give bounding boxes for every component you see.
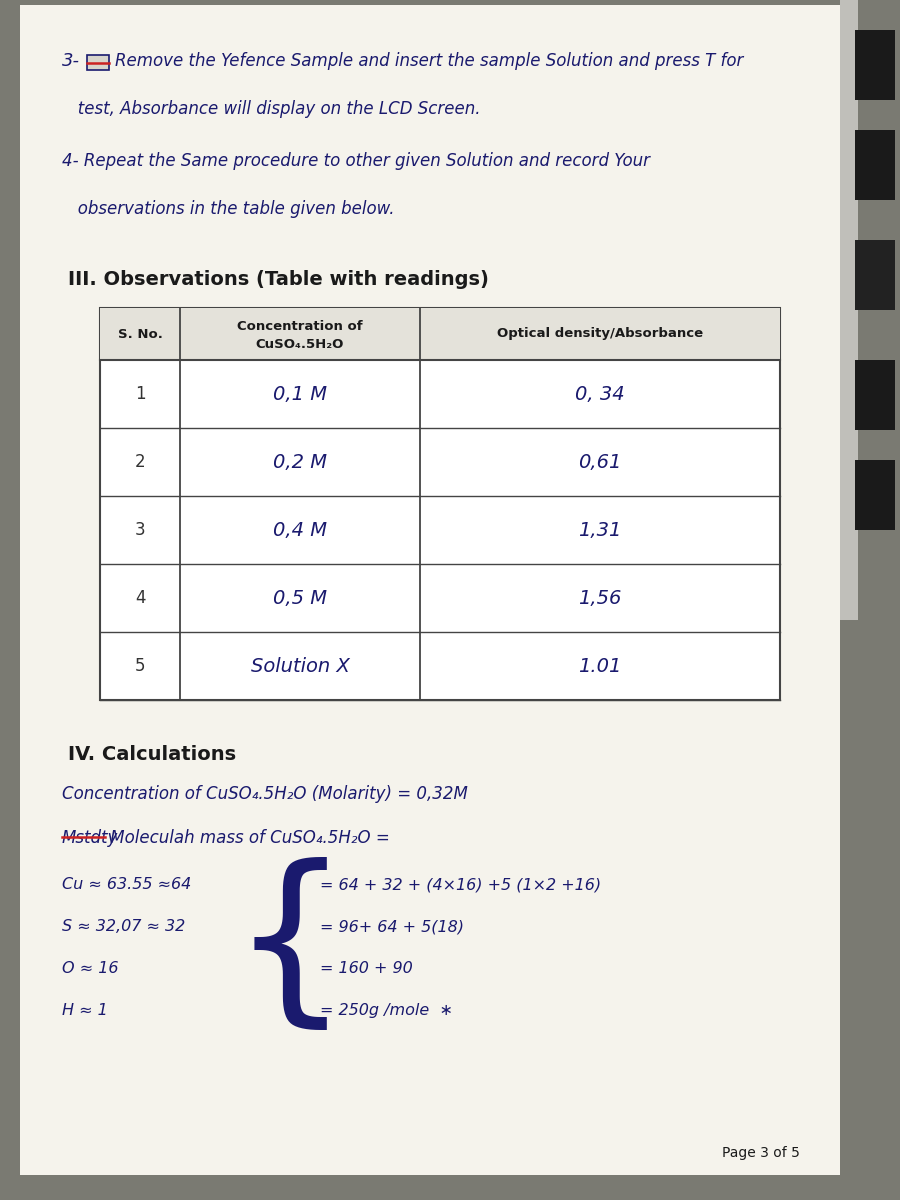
Text: 0,5 M: 0,5 M <box>273 588 327 607</box>
Text: 3: 3 <box>135 521 145 539</box>
Bar <box>855 30 895 100</box>
Bar <box>855 240 895 310</box>
Text: Concentration of: Concentration of <box>238 319 363 332</box>
Text: Cu ≈ 63.55 ≈64: Cu ≈ 63.55 ≈64 <box>62 877 191 892</box>
Text: O ≈ 16: O ≈ 16 <box>62 961 119 976</box>
Text: 1: 1 <box>135 385 145 403</box>
Text: = 64 + 32 + (4×16) +5 (1×2 +16): = 64 + 32 + (4×16) +5 (1×2 +16) <box>320 877 601 892</box>
Text: 0, 34: 0, 34 <box>575 384 625 403</box>
Text: 1,31: 1,31 <box>579 521 622 540</box>
Bar <box>840 0 858 620</box>
Text: 1,56: 1,56 <box>579 588 622 607</box>
Text: III. Observations (Table with readings): III. Observations (Table with readings) <box>68 270 489 289</box>
Text: observations in the table given below.: observations in the table given below. <box>62 200 394 218</box>
Text: test, Absorbance will display on the LCD Screen.: test, Absorbance will display on the LCD… <box>62 100 481 118</box>
Text: Solution X: Solution X <box>250 656 349 676</box>
Text: = 96+ 64 + 5(18): = 96+ 64 + 5(18) <box>320 919 464 934</box>
Text: 4- Repeat the Same procedure to other given Solution and record Your: 4- Repeat the Same procedure to other gi… <box>62 152 650 170</box>
Text: Mstdty: Mstdty <box>62 829 119 847</box>
Bar <box>100 308 780 360</box>
Text: 0,2 M: 0,2 M <box>273 452 327 472</box>
Text: 2: 2 <box>135 452 145 470</box>
Text: Page 3 of 5: Page 3 of 5 <box>722 1146 800 1160</box>
Text: CuSO₄.5H₂O: CuSO₄.5H₂O <box>256 337 344 350</box>
Bar <box>855 460 895 530</box>
Text: Concentration of CuSO₄.5H₂O (Molarity) = 0,32M: Concentration of CuSO₄.5H₂O (Molarity) =… <box>62 785 468 803</box>
Text: = 250g /mole  ∗: = 250g /mole ∗ <box>320 1003 453 1018</box>
Bar <box>87 55 109 70</box>
Text: Optical density/Absorbance: Optical density/Absorbance <box>497 328 703 341</box>
Text: Moleculah mass of CuSO₄.5H₂O =: Moleculah mass of CuSO₄.5H₂O = <box>105 829 390 847</box>
Text: 4: 4 <box>135 589 145 607</box>
Text: 3-: 3- <box>62 52 80 70</box>
Text: {: { <box>230 858 349 1038</box>
Text: = 160 + 90: = 160 + 90 <box>320 961 413 976</box>
Text: S ≈ 32,07 ≈ 32: S ≈ 32,07 ≈ 32 <box>62 919 185 934</box>
Text: 0,1 M: 0,1 M <box>273 384 327 403</box>
Text: 5: 5 <box>135 658 145 674</box>
Text: 1.01: 1.01 <box>579 656 622 676</box>
Bar <box>100 308 780 700</box>
Bar <box>855 360 895 430</box>
Text: S. No.: S. No. <box>118 328 162 341</box>
Text: 0,61: 0,61 <box>579 452 622 472</box>
Bar <box>855 130 895 200</box>
Text: IV. Calculations: IV. Calculations <box>68 745 236 764</box>
Text: 0,4 M: 0,4 M <box>273 521 327 540</box>
Text: H ≈ 1: H ≈ 1 <box>62 1003 108 1018</box>
Text: Remove the Yefence Sample and insert the sample Solution and press T for: Remove the Yefence Sample and insert the… <box>115 52 743 70</box>
